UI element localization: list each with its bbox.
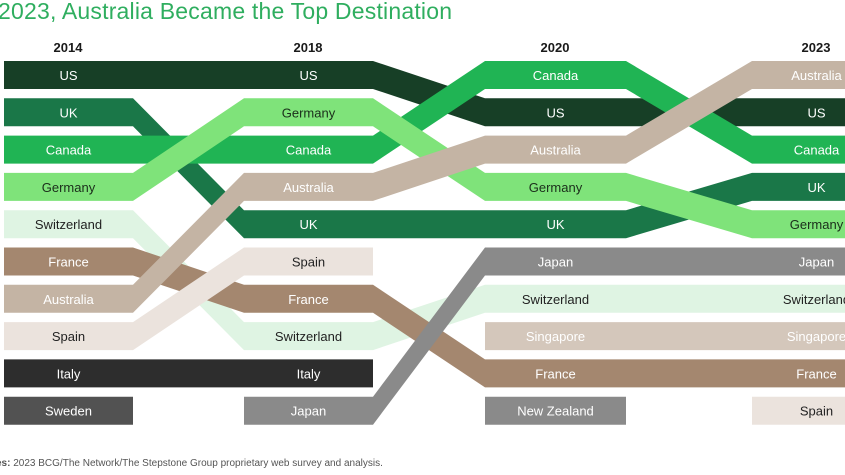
source-note: es: 2023 BCG/The Network/The Stepstone G… (0, 458, 383, 469)
bar-label-australia-2023: Australia (791, 68, 842, 83)
bar-label-france-2014: France (48, 255, 88, 270)
source-prefix: es: (0, 458, 11, 469)
bar-label-singapore-2020: Singapore (526, 329, 585, 344)
bar-label-us-2020: US (546, 105, 564, 120)
bar-label-switzerland-2023: Switzerland (783, 292, 845, 307)
ribbon-switzerland (4, 210, 845, 351)
bar-label-uk-2020: UK (546, 217, 564, 232)
bar-label-italy-2018: Italy (297, 366, 321, 381)
chart-title: 2023, Australia Became the Top Destinati… (0, 0, 453, 24)
bump-chart: 2014 2018 2020 2023 US US US US UK UK UK UK Canada C… (4, 40, 845, 425)
bar-label-singapore-2023: Singapore (787, 329, 845, 344)
bar-label-switzerland-2020: Switzerland (522, 292, 589, 307)
bar-label-france-2023: France (796, 366, 836, 381)
bar-label-canada-2018: Canada (286, 143, 332, 158)
bar-label-canada-2014: Canada (46, 143, 92, 158)
bar-label-uk-2014: UK (59, 105, 77, 120)
year-label-2023: 2023 (802, 40, 831, 55)
bar-label-canada-2023: Canada (794, 143, 840, 158)
bar-label-australia-2014: Australia (43, 292, 94, 307)
ribbon-italy (4, 359, 373, 388)
bar-label-germany-2020: Germany (529, 180, 583, 195)
year-label-2020: 2020 (541, 40, 570, 55)
bar-label-canada-2020: Canada (533, 68, 579, 83)
bar-label-us-2023: US (807, 105, 825, 120)
bar-labels: US US US US UK UK UK UK Canada Canada Canada Canada… (35, 68, 845, 419)
bar-label-us-2014: US (59, 68, 77, 83)
ribbon-japan (244, 247, 845, 425)
bar-label-switzerland-2018: Switzerland (275, 329, 342, 344)
bar-label-japan-2023: Japan (799, 255, 834, 270)
bar-label-spain-2018: Spain (292, 255, 325, 270)
bar-label-uk-2023: UK (807, 180, 825, 195)
bar-label-australia-2018: Australia (283, 180, 334, 195)
bar-label-new-zealand-2020: New Zealand (517, 404, 594, 419)
year-label-2014: 2014 (54, 40, 84, 55)
bar-label-switzerland-2014: Switzerland (35, 217, 102, 232)
bar-label-japan-2018: Japan (291, 404, 326, 419)
bar-label-sweden-2014: Sweden (45, 404, 92, 419)
source-text: 2023 BCG/The Network/The Stepstone Group… (13, 458, 383, 469)
ribbon-us (4, 61, 845, 127)
ribbon-germany (4, 98, 845, 239)
ribbon-spain (4, 247, 373, 351)
bar-label-germany-2014: Germany (42, 180, 96, 195)
ribbon-australia (4, 61, 845, 313)
ribbon-sweden (4, 396, 133, 425)
bar-label-france-2018: France (288, 292, 328, 307)
bar-label-germany-2023: Germany (790, 217, 844, 232)
bar-label-australia-2020: Australia (530, 143, 581, 158)
year-label-2018: 2018 (294, 40, 323, 55)
ribbon-spain (752, 396, 845, 425)
bar-label-italy-2014: Italy (57, 366, 81, 381)
year-labels: 2014 2018 2020 2023 (54, 40, 831, 55)
bar-label-japan-2020: Japan (538, 255, 573, 270)
bar-label-germany-2018: Germany (282, 105, 336, 120)
ribbon-singapore (485, 322, 845, 351)
bar-label-spain-2014: Spain (52, 329, 85, 344)
bar-label-us-2018: US (299, 68, 317, 83)
bar-label-uk-2018: UK (299, 217, 317, 232)
bar-label-france-2020: France (535, 366, 575, 381)
bar-label-spain-2023: Spain (800, 404, 833, 419)
ribbons (4, 61, 845, 425)
ribbon-new-zealand (485, 396, 626, 425)
